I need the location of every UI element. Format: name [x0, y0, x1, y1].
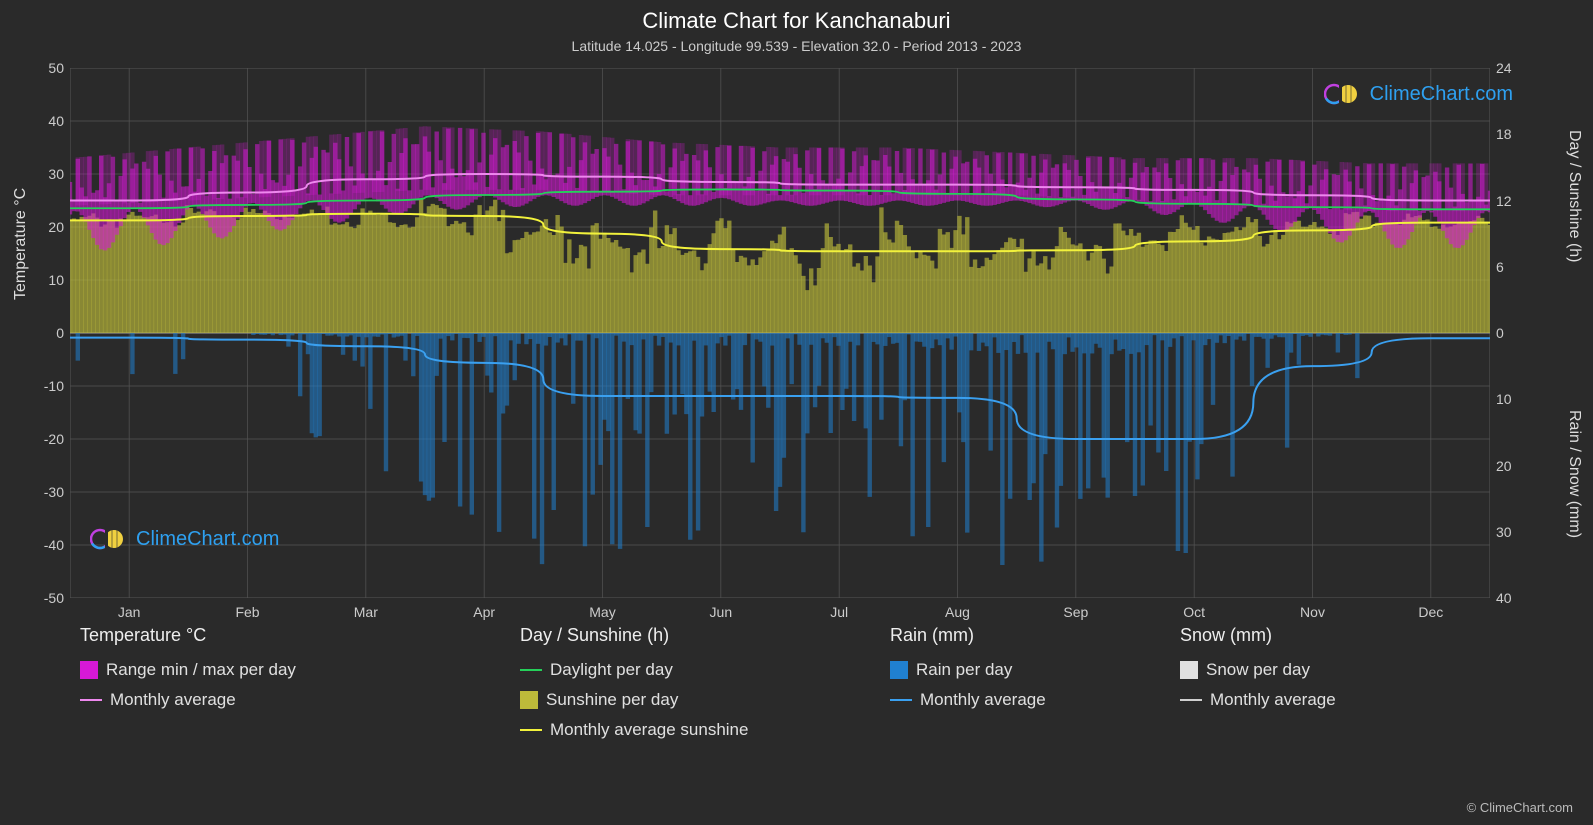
tick-label: 0 — [1496, 325, 1504, 341]
watermark-text: ClimeChart.com — [136, 528, 279, 551]
tick-label: 30 — [48, 166, 64, 182]
legend-group: Day / Sunshine (h) Daylight per day Sunshi… — [520, 625, 748, 740]
y-axis-right-top-label: Day / Sunshine (h) — [1565, 130, 1583, 263]
legend-item: Monthly average sunshine — [520, 720, 748, 740]
tick-label: 18 — [1496, 126, 1512, 142]
plot-area — [70, 68, 1490, 598]
tick-label: 12 — [1496, 193, 1512, 209]
tick-label: Dec — [1418, 604, 1443, 620]
watermark-top-right: ClimeChart.com — [1324, 80, 1513, 108]
legend-item: Rain per day — [890, 660, 1046, 680]
y-axis-left-label: Temperature °C — [12, 188, 30, 300]
tick-label: 40 — [48, 113, 64, 129]
legend-group-title: Day / Sunshine (h) — [520, 625, 748, 646]
tick-label: 10 — [1496, 391, 1512, 407]
tick-label: 20 — [48, 219, 64, 235]
legend-label: Monthly average — [920, 690, 1046, 710]
tick-label: Mar — [354, 604, 378, 620]
tick-label: Nov — [1300, 604, 1325, 620]
legend-item: Sunshine per day — [520, 690, 748, 710]
tick-label: Aug — [945, 604, 970, 620]
legend-item: Daylight per day — [520, 660, 748, 680]
legend-group: Snow (mm) Snow per day Monthly average — [1180, 625, 1336, 710]
legend-label: Rain per day — [916, 660, 1012, 680]
watermark-bottom-left: ClimeChart.com — [90, 525, 279, 553]
copyright-text: © ClimeChart.com — [1467, 800, 1573, 815]
legend-label: Range min / max per day — [106, 660, 296, 680]
watermark-text: ClimeChart.com — [1370, 83, 1513, 106]
legend-group-title: Snow (mm) — [1180, 625, 1336, 646]
climate-chart: Climate Chart for Kanchanaburi Latitude … — [0, 0, 1593, 825]
tick-label: 40 — [1496, 590, 1512, 606]
climechart-logo-icon — [90, 525, 130, 553]
tick-label: Sep — [1063, 604, 1088, 620]
tick-label: Apr — [473, 604, 495, 620]
tick-label: -30 — [44, 484, 64, 500]
tick-label: 24 — [1496, 60, 1512, 76]
chart-subtitle: Latitude 14.025 - Longitude 99.539 - Ele… — [0, 38, 1593, 54]
climechart-logo-icon — [1324, 80, 1364, 108]
legend-group-title: Rain (mm) — [890, 625, 1046, 646]
legend-swatch-icon — [1180, 661, 1198, 679]
legend-item: Monthly average — [1180, 690, 1336, 710]
legend-item: Range min / max per day — [80, 660, 296, 680]
tick-label: Jun — [710, 604, 733, 620]
legend-group: Rain (mm) Rain per day Monthly average — [890, 625, 1046, 710]
tick-label: Oct — [1183, 604, 1205, 620]
legend-label: Monthly average sunshine — [550, 720, 748, 740]
legend-swatch-icon — [80, 661, 98, 679]
legend-line-icon — [80, 699, 102, 701]
chart-title: Climate Chart for Kanchanaburi — [0, 0, 1593, 34]
legend-label: Sunshine per day — [546, 690, 678, 710]
y-axis-right-bottom-label: Rain / Snow (mm) — [1565, 410, 1583, 538]
tick-label: Jan — [118, 604, 141, 620]
tick-label: 10 — [48, 272, 64, 288]
legend-item: Snow per day — [1180, 660, 1336, 680]
legend-label: Snow per day — [1206, 660, 1310, 680]
tick-label: -20 — [44, 431, 64, 447]
tick-label: 6 — [1496, 259, 1504, 275]
legend-line-icon — [520, 729, 542, 731]
tick-label: -10 — [44, 378, 64, 394]
tick-label: -50 — [44, 590, 64, 606]
tick-label: -40 — [44, 537, 64, 553]
legend-item: Monthly average — [80, 690, 296, 710]
tick-label: Feb — [235, 604, 259, 620]
legend-swatch-icon — [520, 691, 538, 709]
legend-group-title: Temperature °C — [80, 625, 296, 646]
legend-group: Temperature °C Range min / max per day Mon… — [80, 625, 296, 710]
tick-label: 30 — [1496, 524, 1512, 540]
tick-label: 20 — [1496, 458, 1512, 474]
legend-label: Monthly average — [110, 690, 236, 710]
tick-label: May — [589, 604, 615, 620]
legend-item: Monthly average — [890, 690, 1046, 710]
legend-line-icon — [1180, 699, 1202, 701]
plot-svg — [70, 68, 1490, 598]
tick-label: Jul — [830, 604, 848, 620]
legend-line-icon — [890, 699, 912, 701]
legend-label: Daylight per day — [550, 660, 673, 680]
legend-swatch-icon — [890, 661, 908, 679]
tick-label: 0 — [56, 325, 64, 341]
tick-label: 50 — [48, 60, 64, 76]
legend-label: Monthly average — [1210, 690, 1336, 710]
legend-line-icon — [520, 669, 542, 671]
